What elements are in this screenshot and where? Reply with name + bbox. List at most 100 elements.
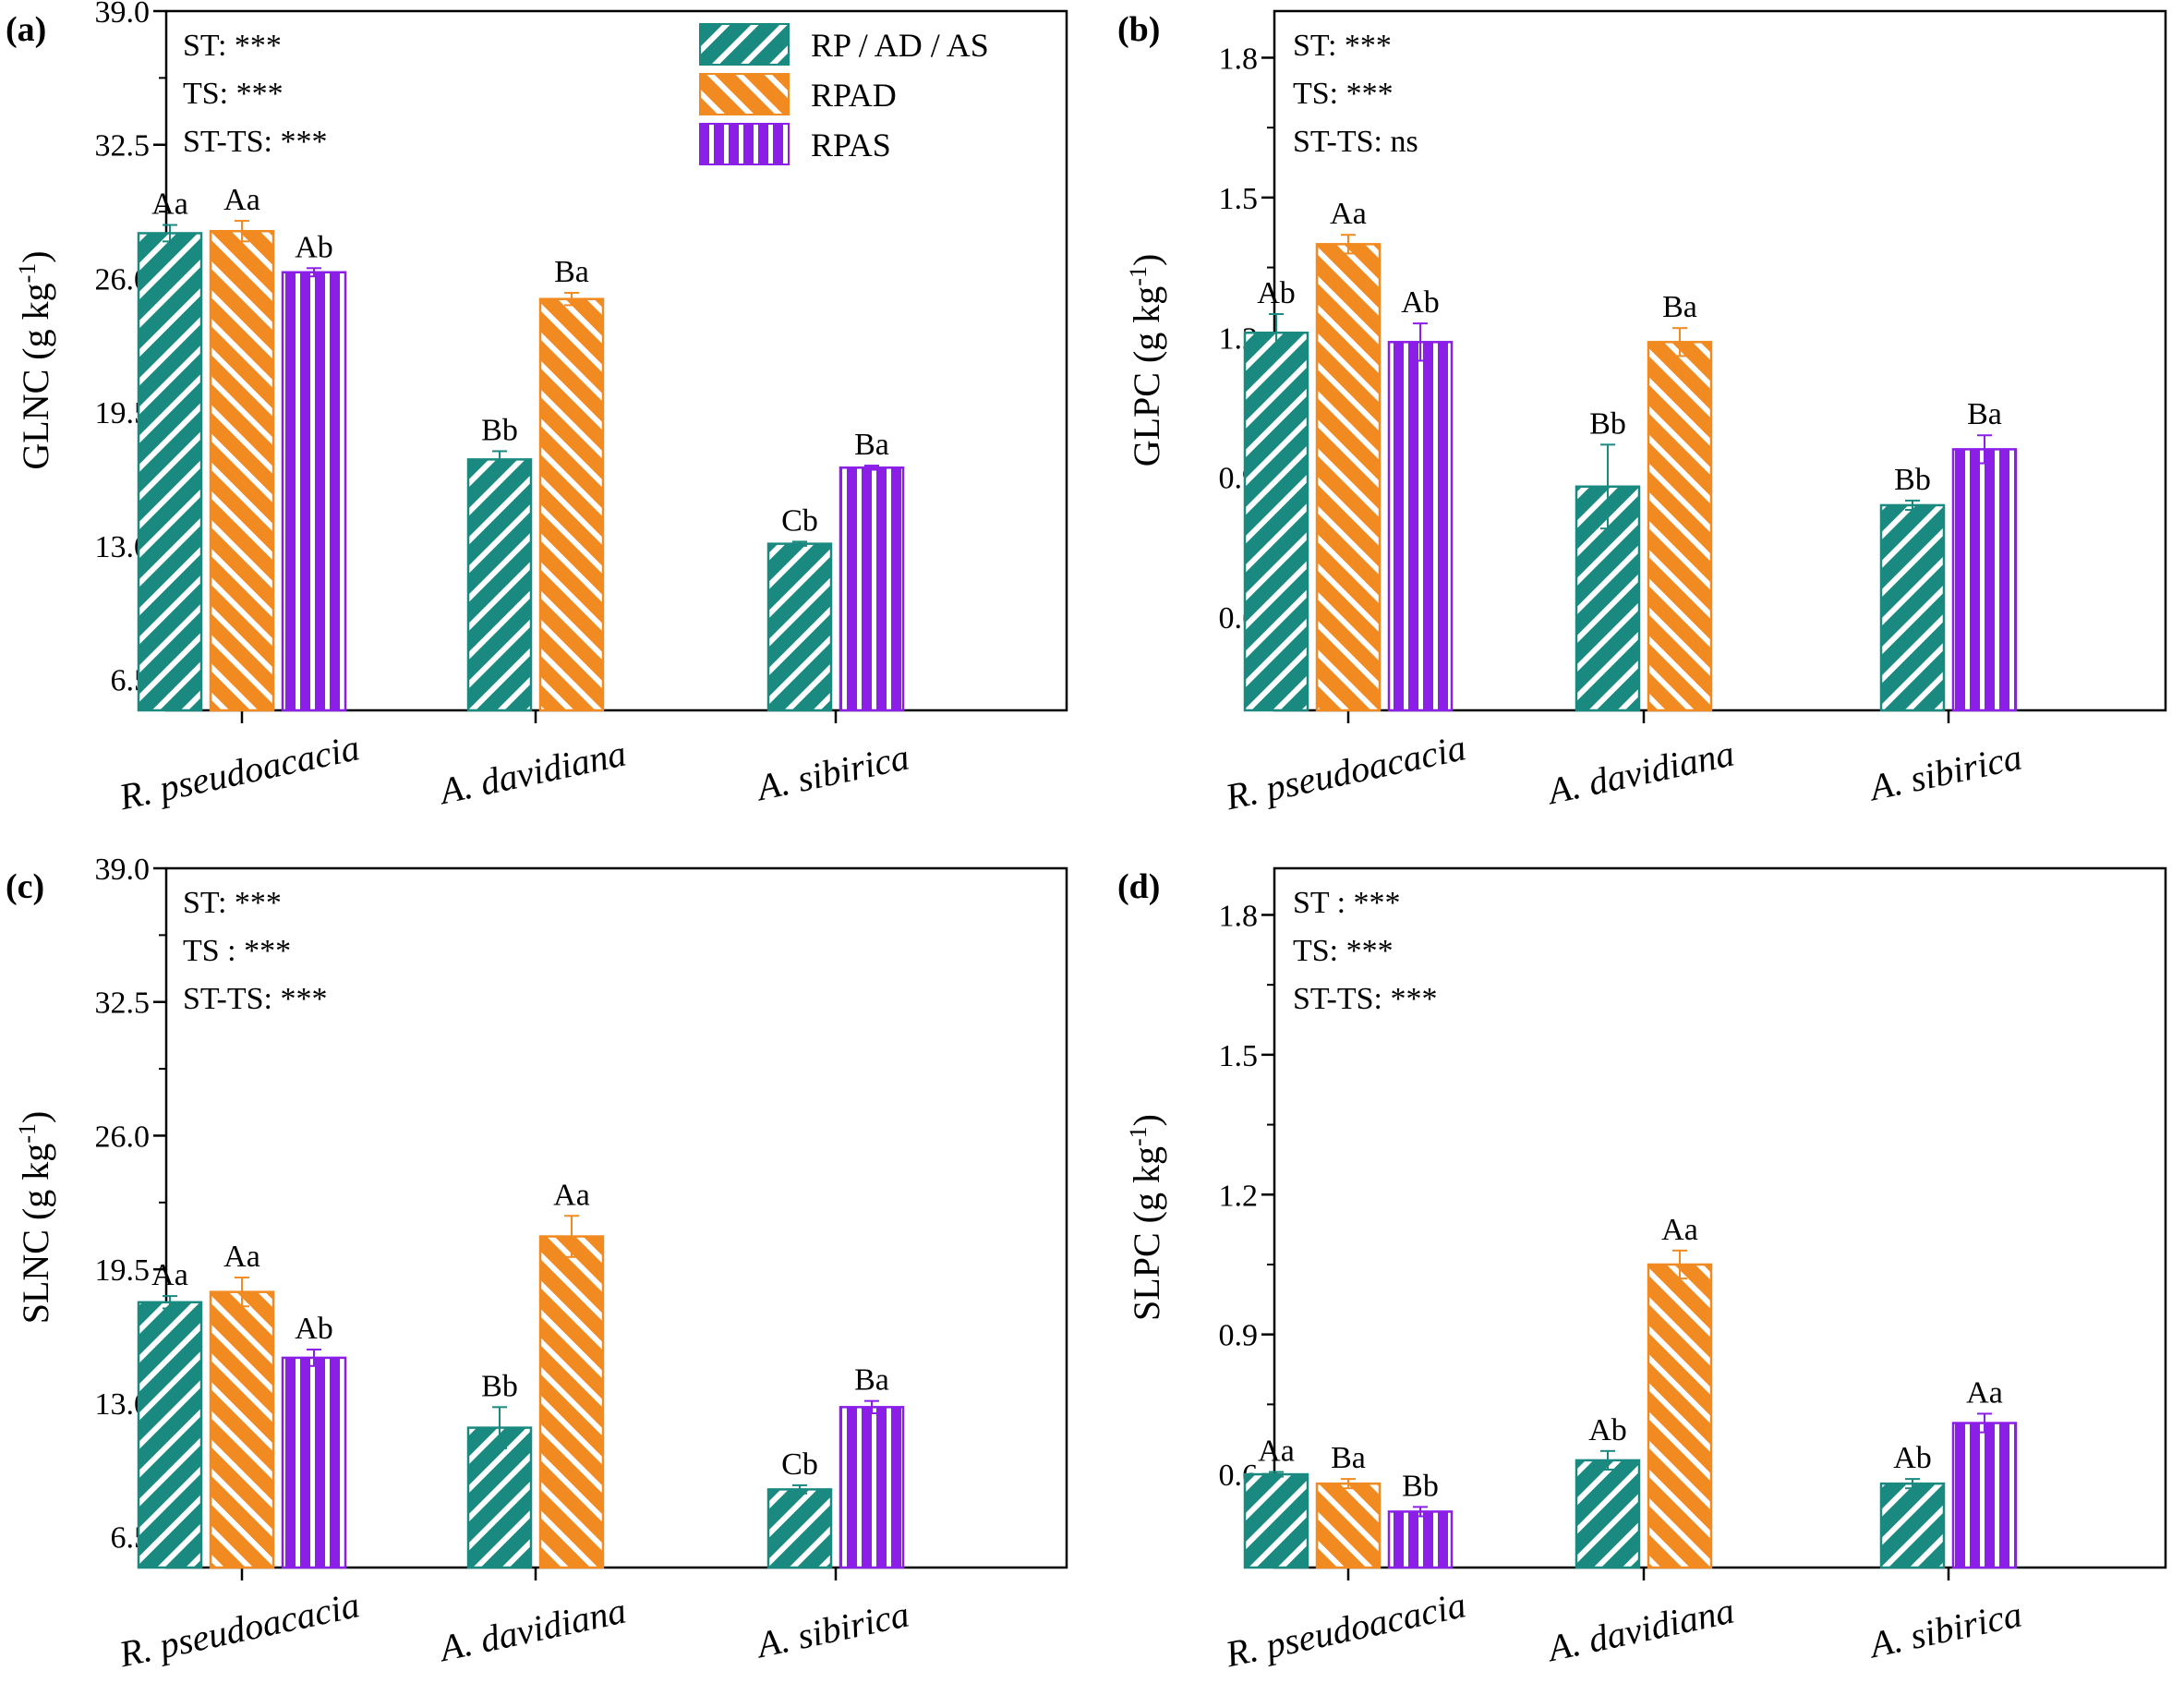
bar-data-label: Aa bbox=[1966, 1375, 2003, 1410]
bar-data-label: Aa bbox=[553, 1178, 590, 1212]
legend-label: RPAS bbox=[811, 127, 891, 163]
bar bbox=[1387, 341, 1454, 712]
bar bbox=[766, 1488, 833, 1569]
bar-data-label: Bb bbox=[481, 1369, 518, 1403]
bar bbox=[137, 1301, 203, 1569]
bar-data-label: Aa bbox=[1661, 1213, 1698, 1247]
plot-frame bbox=[164, 866, 1068, 1569]
bar-data-label: Ba bbox=[554, 255, 589, 289]
bar bbox=[839, 1406, 905, 1569]
stat-line: TS: *** bbox=[1293, 934, 1394, 968]
bar-data-label: Ba bbox=[854, 428, 889, 462]
x-category-label: R. pseudoacacia bbox=[1221, 1583, 1469, 1675]
bar-data-label: Ba bbox=[1967, 397, 2002, 431]
bar-data-label: Aa bbox=[151, 188, 188, 222]
bar bbox=[538, 1235, 605, 1569]
bar bbox=[281, 1356, 347, 1569]
bar-data-label: Aa bbox=[151, 1258, 188, 1292]
plot-frame bbox=[1273, 866, 2167, 1569]
panel-a: (a) GLNC (g kg-1) ST: *** TS: *** ST-TS:… bbox=[6, 0, 1068, 817]
x-category-label: A. sibirica bbox=[1864, 1592, 2025, 1665]
x-category-label: A. davidiana bbox=[434, 1590, 630, 1670]
legend-swatch-rpad bbox=[699, 73, 790, 115]
bar-data-label: Bb bbox=[1589, 406, 1626, 441]
x-category-label: A. sibirica bbox=[751, 1592, 912, 1665]
bar bbox=[209, 229, 275, 712]
bar bbox=[1243, 331, 1309, 712]
bar bbox=[538, 297, 605, 712]
x-category-label: A. davidiana bbox=[434, 733, 630, 813]
bar-data-label: Cb bbox=[781, 503, 818, 538]
stat-line: ST-TS: *** bbox=[183, 125, 328, 159]
x-category-label: R. pseudoacacia bbox=[115, 726, 363, 817]
panel-letter: (a) bbox=[6, 10, 46, 49]
bar bbox=[209, 1290, 275, 1569]
bar-data-label: Aa bbox=[223, 1240, 260, 1274]
x-category-label: A. davidiana bbox=[1542, 1590, 1738, 1670]
stat-line: ST-TS: *** bbox=[1293, 982, 1438, 1016]
panel-letter: (c) bbox=[6, 867, 44, 906]
stat-line: ST: *** bbox=[183, 29, 282, 63]
stat-line: TS : *** bbox=[183, 934, 291, 968]
stat-line: ST: *** bbox=[1293, 29, 1392, 63]
stat-line: TS: *** bbox=[1293, 77, 1394, 111]
bar-data-label: Ab bbox=[1893, 1441, 1932, 1475]
bar bbox=[1647, 341, 1713, 712]
y-axis-label: SLNC (g kg-1) bbox=[14, 1111, 57, 1325]
bar bbox=[1315, 1482, 1382, 1569]
y-tick-label: 32.5 bbox=[95, 129, 151, 163]
bar-data-label: Ab bbox=[1588, 1413, 1627, 1447]
y-tick-label: 1.5 bbox=[1219, 182, 1259, 216]
bar-data-label: Aa bbox=[1258, 1435, 1295, 1469]
bar-data-label: Ab bbox=[1401, 285, 1440, 320]
y-tick-label: 1.2 bbox=[1219, 1179, 1259, 1213]
y-tick-label: 1.5 bbox=[1219, 1039, 1259, 1073]
bar-data-label: Ba bbox=[854, 1363, 889, 1398]
bar-data-label: Ab bbox=[1257, 276, 1296, 310]
y-axis-label: SLPC (g kg-1) bbox=[1125, 1114, 1168, 1321]
bar bbox=[137, 232, 203, 712]
panel-letter: (d) bbox=[1117, 867, 1160, 906]
bar-data-label: Bb bbox=[1894, 463, 1931, 497]
stat-line: ST: *** bbox=[183, 886, 282, 920]
bar bbox=[1243, 1472, 1309, 1569]
y-tick-label: 26.0 bbox=[95, 1120, 151, 1154]
x-category-label: R. pseudoacacia bbox=[115, 1583, 363, 1675]
y-tick-label: 0.9 bbox=[1219, 1319, 1259, 1353]
x-category-label: A. sibirica bbox=[751, 735, 912, 808]
legend-label: RP / AD / AS bbox=[811, 27, 989, 64]
bar bbox=[1879, 503, 1946, 712]
bar-data-label: Ab bbox=[295, 230, 333, 264]
y-tick-label: 19.5 bbox=[95, 1253, 151, 1288]
bar-data-label: Bb bbox=[481, 413, 518, 447]
legend-swatch-rpas bbox=[699, 123, 790, 165]
bar bbox=[1387, 1510, 1454, 1569]
bar bbox=[839, 466, 905, 712]
y-tick-label: 39.0 bbox=[95, 0, 151, 30]
bar-data-label: Cb bbox=[781, 1447, 818, 1482]
panel-c: (c) SLNC (g kg-1) ST: *** TS : *** ST-TS… bbox=[6, 853, 1068, 1675]
x-category-label: A. sibirica bbox=[1864, 735, 2025, 808]
y-tick-label: 1.8 bbox=[1219, 899, 1259, 933]
legend-label: RPAD bbox=[811, 77, 897, 114]
bar-data-label: Ba bbox=[1331, 1441, 1366, 1475]
bar-data-label: Aa bbox=[223, 183, 260, 217]
stat-line: TS: *** bbox=[183, 77, 284, 111]
bar-data-label: Ba bbox=[1662, 290, 1697, 324]
bar bbox=[281, 271, 347, 712]
bar bbox=[1951, 1422, 2018, 1569]
bar bbox=[766, 542, 833, 712]
bar-data-label: Aa bbox=[1330, 197, 1367, 231]
panel-b: (b) GLPC (g kg-1) ST: *** TS: *** ST-TS:… bbox=[1117, 9, 2167, 817]
legend-swatch-rp bbox=[699, 23, 790, 66]
y-axis-label: GLNC (g kg-1) bbox=[14, 250, 57, 469]
bar bbox=[466, 458, 533, 712]
bar bbox=[1315, 243, 1382, 712]
bar bbox=[1575, 1459, 1641, 1569]
x-category-label: R. pseudoacacia bbox=[1221, 726, 1469, 817]
x-category-label: A. davidiana bbox=[1542, 733, 1738, 813]
bar-data-label: Ab bbox=[295, 1312, 333, 1346]
y-tick-label: 32.5 bbox=[95, 987, 151, 1021]
bar bbox=[1647, 1263, 1713, 1569]
